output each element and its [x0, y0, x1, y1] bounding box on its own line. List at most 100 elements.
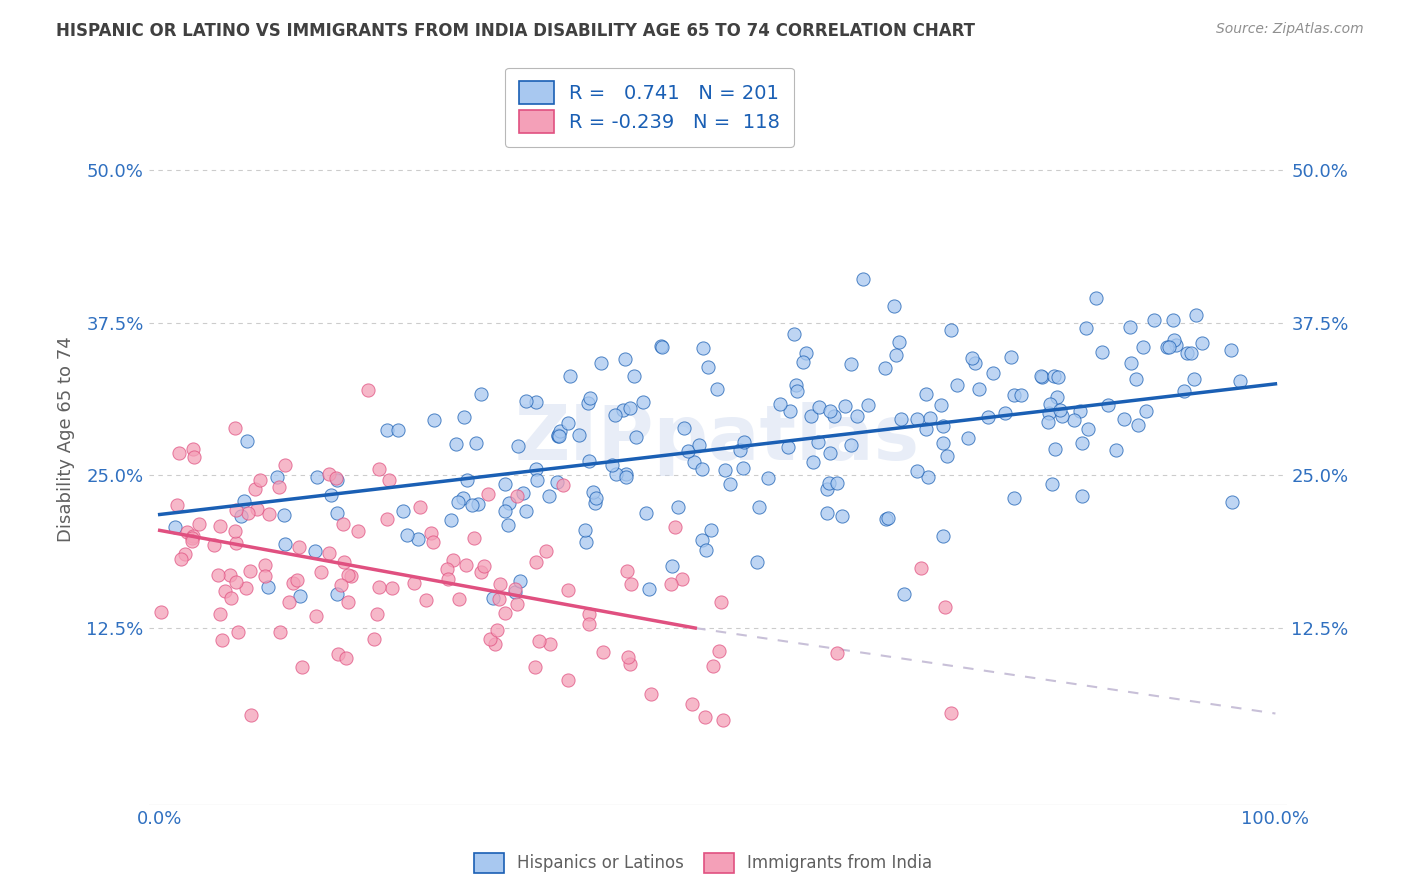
Point [671, 572, 693, 586]
Point [1135, 403, 1157, 417]
Point [325, 471, 347, 485]
Point [846, 409, 869, 423]
Point [650, 339, 672, 353]
Point [929, 398, 952, 412]
Point [163, 519, 186, 533]
Point [1191, 335, 1213, 350]
Point [638, 582, 661, 596]
Point [574, 524, 596, 538]
Point [592, 645, 614, 659]
Point [489, 577, 512, 591]
Point [526, 473, 548, 487]
Point [219, 567, 242, 582]
Point [463, 532, 485, 546]
Point [834, 399, 856, 413]
Point [208, 519, 231, 533]
Point [269, 480, 291, 494]
Point [253, 569, 276, 583]
Point [546, 475, 568, 490]
Point [225, 503, 247, 517]
Point [965, 356, 987, 370]
Point [1039, 397, 1062, 411]
Point [336, 567, 359, 582]
Point [245, 482, 267, 496]
Point [939, 706, 962, 720]
Point [257, 508, 280, 522]
Point [167, 446, 190, 460]
Point [981, 366, 1004, 380]
Point [240, 708, 263, 723]
Point [515, 504, 537, 518]
Point [1180, 345, 1202, 359]
Point [619, 401, 641, 416]
Point [346, 524, 368, 539]
Point [578, 607, 600, 621]
Point [226, 625, 249, 640]
Text: ZIPpatlas: ZIPpatlas [515, 401, 920, 475]
Point [332, 517, 354, 532]
Point [801, 454, 824, 468]
Point [1042, 369, 1064, 384]
Point [807, 400, 830, 414]
Point [329, 577, 352, 591]
Point [225, 536, 247, 550]
Point [1119, 356, 1142, 370]
Point [884, 348, 907, 362]
Point [696, 359, 718, 374]
Point [209, 607, 232, 621]
Point [714, 463, 737, 477]
Point [498, 496, 520, 510]
Point [574, 534, 596, 549]
Point [1071, 489, 1094, 503]
Point [672, 421, 695, 435]
Point [508, 439, 530, 453]
Point [333, 555, 356, 569]
Point [818, 446, 841, 460]
Point [876, 511, 898, 525]
Point [718, 476, 741, 491]
Point [482, 591, 505, 605]
Point [794, 346, 817, 360]
Point [695, 543, 717, 558]
Point [616, 565, 638, 579]
Point [1219, 343, 1241, 357]
Point [614, 469, 637, 483]
Point [710, 594, 733, 608]
Text: HISPANIC OR LATINO VS IMMIGRANTS FROM INDIA DISABILITY AGE 65 TO 74 CORRELATION : HISPANIC OR LATINO VS IMMIGRANTS FROM IN… [56, 22, 976, 40]
Point [600, 458, 623, 472]
Point [957, 431, 980, 445]
Point [825, 647, 848, 661]
Point [219, 591, 242, 605]
Point [335, 651, 357, 665]
Point [1036, 415, 1059, 429]
Point [932, 529, 955, 543]
Point [225, 574, 247, 589]
Point [235, 581, 257, 595]
Point [612, 402, 634, 417]
Point [1077, 422, 1099, 436]
Point [181, 529, 204, 543]
Point [505, 585, 527, 599]
Point [404, 575, 426, 590]
Point [578, 617, 600, 632]
Point [905, 464, 928, 478]
Point [1112, 412, 1135, 426]
Point [692, 341, 714, 355]
Point [256, 580, 278, 594]
Point [181, 533, 204, 548]
Point [357, 383, 380, 397]
Point [681, 697, 703, 711]
Point [683, 454, 706, 468]
Point [690, 533, 713, 548]
Point [422, 535, 444, 549]
Point [782, 326, 804, 341]
Point [367, 580, 389, 594]
Point [274, 537, 297, 551]
Point [378, 473, 401, 487]
Point [1069, 404, 1091, 418]
Point [236, 506, 259, 520]
Point [548, 424, 571, 438]
Point [1045, 391, 1067, 405]
Point [509, 574, 531, 588]
Point [620, 577, 643, 591]
